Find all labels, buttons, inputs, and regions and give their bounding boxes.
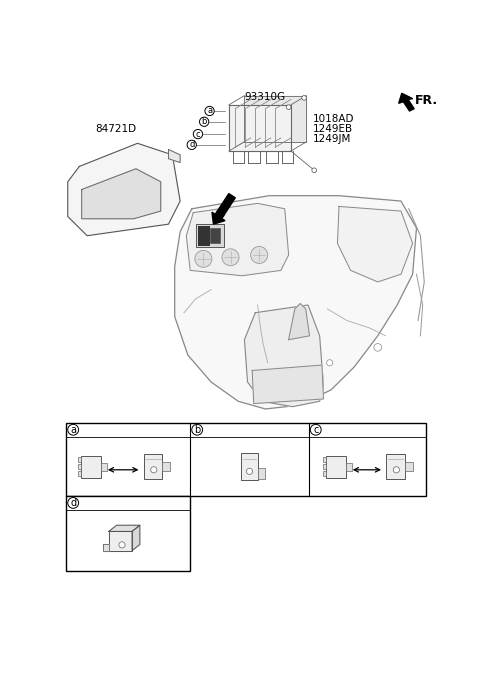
- Polygon shape: [244, 305, 324, 407]
- Circle shape: [195, 251, 212, 267]
- Circle shape: [200, 117, 209, 127]
- Text: 93785C: 93785C: [131, 440, 168, 449]
- Polygon shape: [215, 193, 235, 219]
- Text: c: c: [196, 129, 200, 138]
- Text: 1249EB: 1249EB: [312, 124, 353, 133]
- Circle shape: [393, 466, 399, 473]
- Circle shape: [246, 469, 252, 475]
- Circle shape: [286, 105, 291, 110]
- Bar: [78, 458, 81, 462]
- Bar: [405, 462, 413, 471]
- Bar: [241, 454, 258, 480]
- Circle shape: [312, 168, 316, 172]
- Circle shape: [68, 498, 79, 508]
- Bar: [323, 458, 326, 462]
- Bar: [66, 423, 426, 496]
- Bar: [346, 463, 352, 471]
- Polygon shape: [103, 544, 109, 551]
- Text: d: d: [189, 140, 194, 149]
- Polygon shape: [186, 204, 288, 276]
- Bar: [326, 456, 346, 477]
- Bar: [210, 228, 220, 243]
- Polygon shape: [109, 531, 132, 551]
- Circle shape: [302, 95, 306, 100]
- Circle shape: [205, 106, 214, 116]
- Bar: [196, 224, 224, 247]
- Circle shape: [311, 424, 321, 435]
- Bar: [81, 456, 101, 477]
- Circle shape: [187, 140, 196, 150]
- Text: d: d: [70, 498, 76, 508]
- Text: 94950: 94950: [233, 425, 266, 434]
- Polygon shape: [252, 365, 324, 404]
- Bar: [258, 469, 265, 479]
- Text: 93750G: 93750G: [92, 498, 133, 508]
- Text: c: c: [313, 425, 318, 434]
- Bar: [162, 462, 170, 471]
- Text: 93375: 93375: [74, 440, 105, 449]
- Bar: [78, 471, 81, 476]
- Polygon shape: [175, 195, 417, 409]
- Polygon shape: [68, 143, 180, 236]
- Polygon shape: [132, 525, 140, 551]
- Text: 1018AD: 1018AD: [312, 114, 354, 124]
- Bar: [144, 454, 162, 479]
- Text: 93310G: 93310G: [245, 93, 286, 103]
- Circle shape: [68, 424, 79, 435]
- Polygon shape: [82, 169, 161, 219]
- Text: 1249JM: 1249JM: [312, 133, 351, 144]
- Bar: [198, 225, 210, 246]
- Bar: [66, 496, 190, 571]
- Polygon shape: [229, 105, 291, 151]
- Text: a: a: [207, 106, 212, 116]
- Circle shape: [222, 249, 239, 266]
- Circle shape: [193, 129, 203, 139]
- Text: b: b: [194, 425, 200, 434]
- Polygon shape: [288, 304, 310, 340]
- Circle shape: [326, 360, 333, 366]
- Polygon shape: [168, 150, 180, 163]
- Circle shape: [251, 247, 268, 264]
- Circle shape: [119, 542, 125, 548]
- Text: 84721D: 84721D: [95, 124, 136, 134]
- Bar: [323, 471, 326, 476]
- Bar: [101, 463, 107, 471]
- Text: a: a: [70, 425, 76, 434]
- Text: 93395A: 93395A: [320, 440, 357, 449]
- Polygon shape: [399, 93, 414, 111]
- Text: FR.: FR.: [415, 94, 438, 107]
- Bar: [323, 464, 326, 469]
- Polygon shape: [337, 206, 413, 282]
- Text: 93390D: 93390D: [379, 440, 417, 449]
- Circle shape: [151, 466, 157, 473]
- Circle shape: [192, 424, 203, 435]
- Polygon shape: [109, 525, 140, 531]
- Polygon shape: [244, 95, 306, 142]
- Bar: [386, 454, 405, 479]
- Text: b: b: [202, 117, 207, 126]
- Bar: [78, 464, 81, 469]
- Polygon shape: [212, 212, 225, 224]
- Circle shape: [374, 343, 382, 351]
